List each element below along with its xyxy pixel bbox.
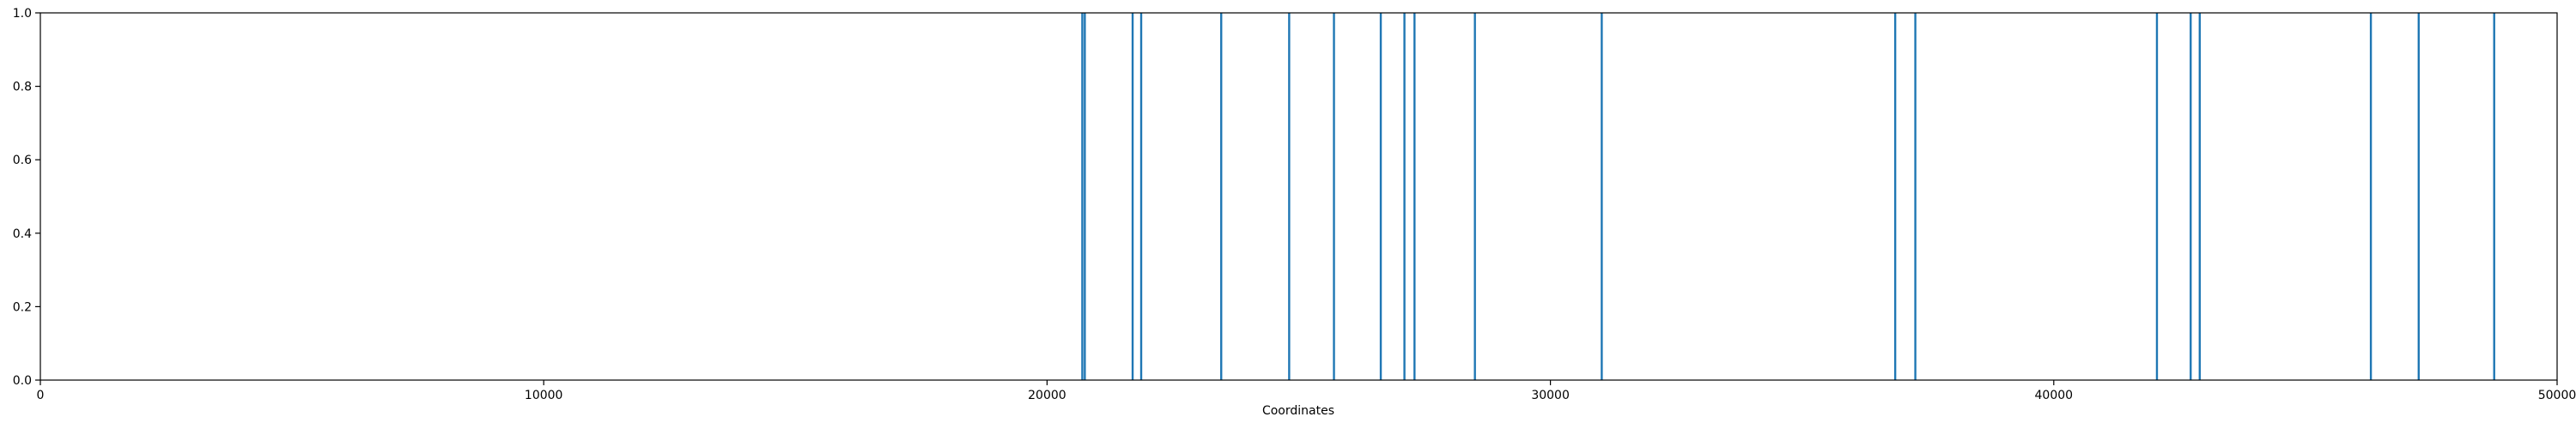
bar-10 — [1473, 13, 1476, 380]
bar-8 — [1403, 13, 1406, 380]
bar-17 — [2369, 13, 2372, 380]
y-tick-label: 0.2 — [13, 300, 32, 314]
x-tick-label: 20000 — [1028, 389, 1066, 402]
x-tick-label: 30000 — [1531, 389, 1570, 402]
bar-6 — [1333, 13, 1335, 380]
x-tick-label: 10000 — [525, 389, 563, 402]
y-tick-label: 0.4 — [13, 227, 32, 241]
y-tick-label: 0.6 — [13, 154, 32, 167]
y-axis-ticks: 0.0 0.2 0.4 0.6 0.8 1.0 — [13, 7, 40, 388]
bar-14 — [2155, 13, 2159, 380]
bar-1 — [1084, 13, 1086, 380]
y-tick-label: 0.0 — [13, 374, 32, 388]
bar-11 — [1601, 13, 1603, 380]
bars-group — [1081, 13, 2495, 380]
x-tick-label: 0 — [37, 389, 45, 402]
bar-15 — [2190, 13, 2192, 380]
plot-background — [40, 13, 2557, 380]
y-tick-label: 0.8 — [13, 81, 32, 94]
bar-19 — [2493, 13, 2495, 380]
x-tick-label: 50000 — [2538, 389, 2576, 402]
x-tick-label: 40000 — [2035, 389, 2074, 402]
bar-4 — [1220, 13, 1223, 380]
plot-frame — [39, 12, 2558, 381]
bar-18 — [2417, 13, 2420, 380]
bar-9 — [1413, 13, 1416, 380]
bar-13 — [1914, 13, 1917, 380]
x-axis-label: Coordinates — [1262, 404, 1334, 418]
x-axis-ticks: 0 10000 20000 30000 40000 50000 — [37, 380, 2576, 402]
bar-5 — [1288, 13, 1291, 380]
bar-7 — [1379, 13, 1382, 380]
bar-2 — [1131, 13, 1134, 380]
bar-3 — [1139, 13, 1143, 380]
bar-12 — [1893, 13, 1897, 380]
y-tick-label: 1.0 — [13, 7, 32, 21]
bar-16 — [2198, 13, 2201, 380]
bar-0 — [1081, 13, 1084, 380]
